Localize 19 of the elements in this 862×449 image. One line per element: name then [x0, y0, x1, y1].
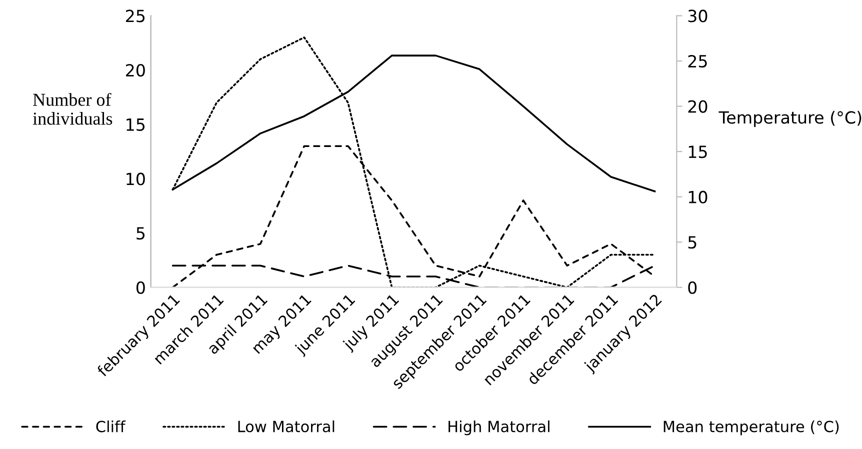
- y2-tick-label: 0: [688, 281, 697, 294]
- y-tick-label: 10: [126, 172, 145, 186]
- legend-label: Cliff: [96, 420, 126, 432]
- legend-label: Mean temperature (°C): [664, 420, 839, 436]
- legend-label: High Matorral: [448, 420, 550, 436]
- y-tick-label: 20: [126, 64, 145, 77]
- y2-tick-label: 20: [688, 100, 708, 113]
- y2-tick-label: 25: [688, 54, 707, 68]
- y-tick-label: 15: [126, 118, 145, 131]
- legend-label: Low Matorral: [238, 420, 334, 432]
- y-tick-label: 5: [136, 227, 145, 240]
- y2-tick-label: 30: [688, 10, 708, 22]
- y2-tick-label: 15: [688, 146, 707, 158]
- y-tick-label: 0: [136, 281, 145, 294]
- y2-tick-label: 10: [688, 190, 708, 204]
- y-axis-title: Number of individuals: [32, 92, 112, 125]
- y2-axis-title: Temperature (°C): [718, 110, 862, 128]
- y-tick-label: 25: [126, 10, 145, 22]
- y2-tick-label: 5: [688, 236, 696, 249]
